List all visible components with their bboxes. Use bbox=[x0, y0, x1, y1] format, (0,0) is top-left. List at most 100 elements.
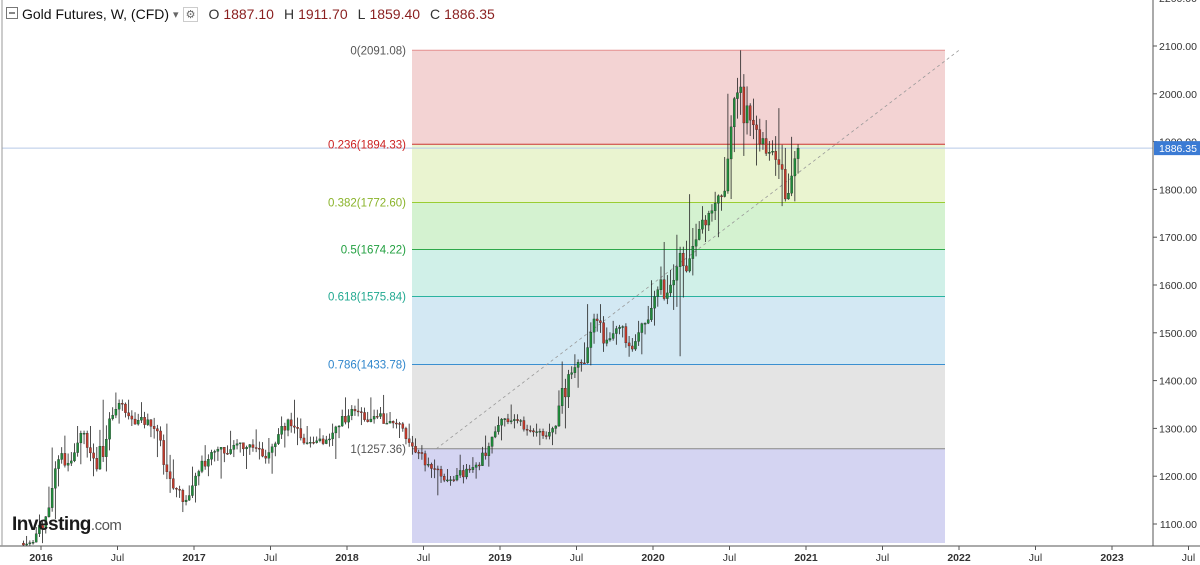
candle-body bbox=[267, 452, 271, 459]
candle-body bbox=[312, 442, 315, 444]
candle-body bbox=[627, 342, 631, 347]
candle-body bbox=[366, 419, 369, 422]
time-tick-label: 2022 bbox=[947, 552, 971, 564]
candle-body bbox=[235, 443, 239, 446]
time-tick-label: 2016 bbox=[29, 552, 53, 564]
candle-body bbox=[474, 464, 478, 468]
candle-body bbox=[254, 447, 258, 449]
candle-body bbox=[548, 432, 551, 437]
candle-body bbox=[615, 328, 618, 334]
candle-body bbox=[784, 169, 787, 200]
candle-body bbox=[713, 203, 717, 211]
candle-body bbox=[538, 431, 542, 433]
candle-body bbox=[650, 307, 653, 320]
candle-body bbox=[758, 129, 762, 145]
candle-body bbox=[519, 420, 522, 422]
candle-body bbox=[130, 415, 134, 420]
candle-body bbox=[583, 362, 586, 365]
candle-body bbox=[490, 436, 494, 447]
candle-body bbox=[733, 98, 736, 128]
low-value: 1859.40 bbox=[369, 6, 421, 22]
time-tick-label: Jul bbox=[417, 552, 430, 564]
candle-body bbox=[289, 419, 293, 427]
candle-body bbox=[143, 417, 146, 425]
candle-body bbox=[611, 333, 615, 339]
candle-body bbox=[401, 423, 405, 429]
candle-body bbox=[452, 479, 456, 481]
candle-body bbox=[570, 372, 573, 375]
time-tick-label: 2019 bbox=[488, 552, 512, 564]
candle-body bbox=[468, 468, 471, 471]
candle-body bbox=[599, 320, 602, 323]
candle-body bbox=[748, 105, 752, 121]
candle-body bbox=[111, 414, 114, 419]
chart-header: Gold Futures, W, (CFD) ▾ ⚙ O 1887.10 H 191… bbox=[0, 0, 495, 28]
candle-body bbox=[203, 460, 207, 467]
candle-body bbox=[768, 152, 771, 154]
candle-body bbox=[506, 418, 510, 423]
low-label: L bbox=[357, 6, 366, 22]
candle-body bbox=[729, 126, 733, 160]
candle-body bbox=[586, 347, 589, 364]
candle-body bbox=[774, 151, 777, 160]
logo-name: Investing bbox=[12, 514, 91, 535]
candle-body bbox=[344, 416, 347, 423]
candle-body bbox=[522, 420, 526, 430]
candle-body bbox=[395, 422, 398, 425]
price-axis-bg bbox=[1153, 0, 1200, 565]
candle-body bbox=[535, 431, 538, 433]
fib-zone bbox=[412, 249, 945, 297]
candle-body bbox=[423, 453, 427, 466]
price-tick-label: 1200.00 bbox=[1159, 471, 1197, 483]
candle-body bbox=[710, 210, 714, 214]
candle-body bbox=[146, 419, 150, 425]
candle-body bbox=[640, 323, 644, 333]
fib-zone bbox=[412, 364, 945, 449]
candle-body bbox=[50, 487, 54, 508]
candle-body bbox=[340, 416, 344, 427]
time-tick-label: Jul bbox=[723, 552, 736, 564]
symbol-title[interactable]: Gold Futures, W, (CFD) bbox=[22, 6, 170, 22]
price-axis[interactable]: 2200.002100.002000.001900.001800.001700.… bbox=[1152, 0, 1200, 565]
candle-body bbox=[465, 468, 468, 478]
candle-body bbox=[175, 487, 178, 490]
fib-level-label: 0.786(1433.78) bbox=[328, 359, 406, 371]
fibonacci-retracement[interactable] bbox=[412, 49, 945, 543]
candle-body bbox=[497, 425, 500, 432]
last-price-badge bbox=[1154, 141, 1200, 156]
price-tick-label: 1700.00 bbox=[1159, 232, 1197, 244]
candle-body bbox=[484, 452, 487, 456]
candlestick-series bbox=[22, 50, 800, 548]
fib-zone bbox=[412, 448, 945, 543]
candle-body bbox=[95, 458, 99, 470]
candle-body bbox=[280, 426, 283, 435]
time-tick-label: 2017 bbox=[182, 552, 206, 564]
candle-body bbox=[605, 339, 609, 344]
time-tick-label: Jul bbox=[1182, 552, 1195, 564]
candle-body bbox=[47, 507, 51, 517]
price-tick-label: 2100.00 bbox=[1159, 41, 1197, 53]
candle-body bbox=[602, 322, 605, 344]
candle-body bbox=[560, 388, 564, 407]
close-value: 1886.35 bbox=[444, 6, 495, 22]
candle-body bbox=[790, 175, 793, 194]
price-tick-label: 2200.00 bbox=[1159, 0, 1197, 5]
minus-square-icon[interactable] bbox=[6, 6, 18, 22]
candle-body bbox=[41, 525, 44, 529]
fib-level-label: 0.618(1575.84) bbox=[328, 292, 406, 304]
candle-body bbox=[624, 326, 628, 344]
candle-body bbox=[207, 459, 210, 467]
candle-body bbox=[321, 438, 325, 444]
candle-body bbox=[251, 444, 255, 448]
candle-body bbox=[31, 542, 35, 544]
candle-body bbox=[277, 434, 280, 444]
candle-body bbox=[398, 423, 401, 425]
gear-icon[interactable]: ⚙ bbox=[182, 6, 199, 22]
candle-body bbox=[455, 475, 459, 481]
candle-body bbox=[149, 419, 153, 427]
candle-body bbox=[85, 433, 89, 448]
candle-body bbox=[270, 446, 274, 453]
caret-down-icon[interactable]: ▾ bbox=[173, 8, 179, 21]
